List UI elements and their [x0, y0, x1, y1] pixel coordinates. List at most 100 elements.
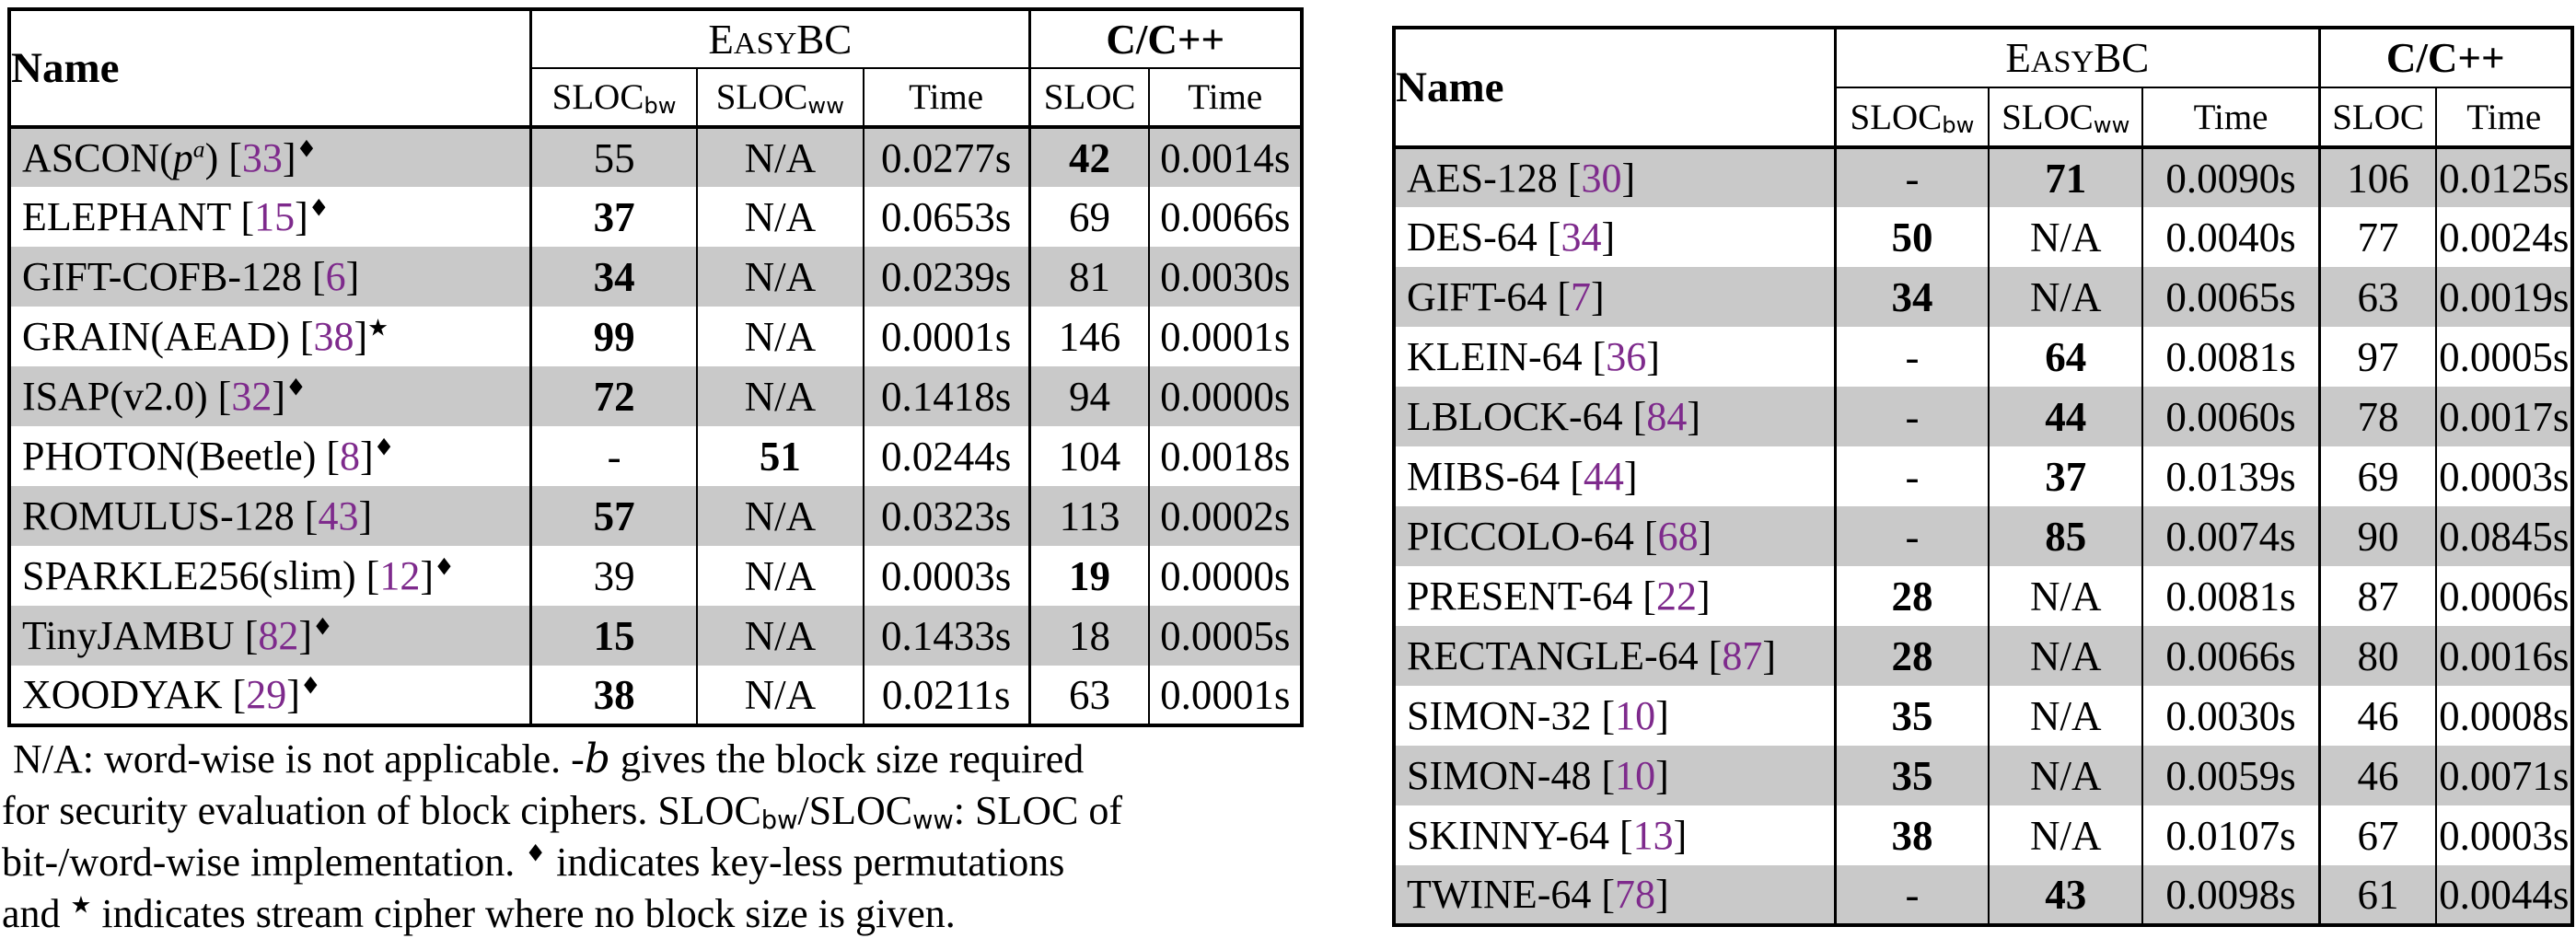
slocww-cell: N/A	[696, 247, 864, 307]
slocbw-cell: 38	[529, 666, 698, 725]
citation-link[interactable]: 36	[1606, 334, 1647, 379]
sloc-cpp-cell: 19	[1027, 546, 1150, 606]
slocbw-cell: 38	[1833, 805, 1989, 865]
slocww-cell: N/A	[696, 606, 864, 666]
cipher-name-cell: SIMON-32 [10]	[1407, 693, 1669, 738]
citation-link[interactable]: 43	[318, 493, 359, 539]
slocbw-cell: 34	[529, 247, 698, 307]
sloc-cpp-cell: 78	[2317, 387, 2437, 446]
sloc-cpp-cell: 113	[1027, 486, 1150, 546]
citation-link[interactable]: 13	[1632, 813, 1674, 858]
citation-link[interactable]: 30	[1581, 156, 1622, 201]
table-row: TinyJAMBU [82]♦ 15 N/A 0.1433s 18 0.0005s	[9, 606, 1302, 666]
easybc-permutations-table: Name EASYBC C/C++ SLOCbw SLOCww Time SLO…	[7, 7, 1304, 727]
table-row: SIMON-32 [10] 35 N/A 0.0030s 46 0.0008s	[1394, 686, 2572, 746]
time-easybc-cell: 0.0065s	[2141, 267, 2320, 327]
citation-link[interactable]: 38	[313, 314, 354, 359]
citation-link[interactable]: 10	[1615, 753, 1656, 798]
time-cpp-cell: 0.0016s	[2435, 626, 2572, 686]
citation-link[interactable]: 82	[258, 613, 299, 658]
time-easybc-cell: 0.0066s	[2141, 626, 2320, 686]
slocbw-column-header: SLOCbw	[529, 68, 698, 129]
slocbw-cell: 35	[1833, 746, 1989, 805]
time-easybc-column-header: Time	[862, 68, 1030, 129]
slocbw-cell: 28	[1833, 626, 1989, 686]
cipher-name-cell: ASCON(pa) [33]♦	[9, 127, 531, 187]
slocbw-cell: 37	[529, 187, 698, 247]
time-cpp-cell: 0.0003s	[2435, 446, 2572, 506]
cipher-name-cell: SPARKLE256(slim) [12]♦	[22, 553, 455, 598]
cipher-name-cell: TWINE-64 [78]	[1394, 865, 1836, 925]
footnote-line: for security evaluation of block ciphers…	[2, 788, 1123, 836]
citation-link[interactable]: 22	[1655, 573, 1697, 619]
slocww-cell: N/A	[696, 546, 864, 606]
citation-link[interactable]: 84	[1646, 394, 1688, 439]
citation-link[interactable]: 68	[1657, 514, 1699, 559]
slocbw-column-header: SLOCbw	[1833, 87, 1989, 149]
time-cpp-cell: 0.0002s	[1148, 486, 1302, 546]
slocbw-cell: -	[529, 426, 698, 486]
citation-link[interactable]: 44	[1583, 454, 1624, 499]
citation-link[interactable]: 78	[1615, 872, 1656, 917]
slocbw-cell: -	[1833, 865, 1989, 925]
time-cpp-cell: 0.0006s	[2435, 566, 2572, 626]
citation-link[interactable]: 8	[340, 434, 360, 479]
sloc-cpp-cell: 69	[1027, 187, 1150, 247]
citation-link[interactable]: 7	[1571, 274, 1592, 319]
time-easybc-cell: 0.0081s	[2141, 327, 2320, 387]
cipher-name-cell: PHOTON(Beetle) [8]♦	[22, 434, 395, 479]
citation-link[interactable]: 15	[254, 194, 296, 239]
sloc-cpp-cell: 146	[1027, 307, 1150, 366]
citation-link[interactable]: 6	[325, 254, 346, 299]
citation-link[interactable]: 34	[1561, 214, 1602, 260]
slocbw-cell: -	[1833, 147, 1989, 207]
citation-link[interactable]: 33	[241, 135, 283, 180]
footnote-line: bit-/word-wise implementation. ♦ indicat…	[2, 840, 1065, 885]
citation-link[interactable]: 32	[231, 374, 273, 419]
slocbw-cell: 39	[529, 546, 698, 606]
slocww-cell: N/A	[1987, 566, 2143, 626]
cpp-group-header: C/C++	[2317, 28, 2572, 88]
time-cpp-cell: 0.0066s	[1148, 187, 1302, 247]
time-easybc-cell: 0.0653s	[862, 187, 1030, 247]
time-cpp-column-header: Time	[2435, 87, 2572, 149]
time-cpp-cell: 0.0005s	[1148, 606, 1302, 666]
cipher-name-cell: GIFT-64 [7]	[1394, 267, 1836, 327]
table-header: Name EASYBC C/C++ SLOCbw SLOCww Time SLO…	[1394, 28, 2572, 149]
cipher-name-cell: XOODYAK [29]♦	[22, 672, 321, 717]
time-cpp-cell: 0.0017s	[2435, 387, 2572, 446]
citation-link[interactable]: 10	[1615, 693, 1656, 738]
citation-link[interactable]: 12	[379, 553, 421, 598]
table-footnote: N/A: word-wise is not applicable. -b giv…	[2, 734, 1328, 940]
sloc-cpp-cell: 46	[2317, 746, 2437, 805]
slocww-cell: N/A	[1987, 746, 2143, 805]
table-row: ASCON(pa) [33]♦ 55 N/A 0.0277s 42 0.0014s	[9, 127, 1302, 187]
time-easybc-cell: 0.0030s	[2141, 686, 2320, 746]
sloc-cpp-cell: 97	[2317, 327, 2437, 387]
citation-link[interactable]: 87	[1722, 633, 1763, 678]
time-cpp-cell: 0.0845s	[2435, 506, 2572, 566]
sloc-cpp-cell: 90	[2317, 506, 2437, 566]
table-row: PICCOLO-64 [68] -85 0.0074s 90 0.0845s	[1394, 506, 2572, 566]
cipher-name-cell: PICCOLO-64 [68]	[1394, 506, 1836, 566]
cipher-name-cell: KLEIN-64 [36]	[1407, 334, 1660, 379]
cipher-name-cell: ELEPHANT [15]♦	[22, 194, 330, 239]
slocww-cell: N/A	[1987, 626, 2143, 686]
sloc-cpp-cell: 18	[1027, 606, 1150, 666]
footnote-line: N/A: word-wise is not applicable. -b giv…	[13, 736, 1085, 782]
slocbw-cell: -	[1833, 446, 1989, 506]
sloc-cpp-cell: 63	[2317, 267, 2437, 327]
cipher-name-cell: ISAP(v2.0) [32]♦	[9, 366, 531, 426]
time-cpp-cell: 0.0014s	[1148, 127, 1302, 187]
time-easybc-cell: 0.0090s	[2141, 147, 2320, 207]
slocbw-cell: 15	[529, 606, 698, 666]
slocww-cell: 44	[1987, 387, 2143, 446]
slocww-cell: N/A	[696, 666, 864, 725]
slocww-cell: 43	[1987, 865, 2143, 925]
sloc-cpp-cell: 42	[1027, 127, 1150, 187]
slocbw-cell: 50	[1833, 207, 1989, 267]
table-row: DES-64 [34] 50 N/A 0.0040s 77 0.0024s	[1394, 207, 2572, 267]
citation-link[interactable]: 29	[246, 672, 287, 717]
time-cpp-cell: 0.0030s	[1148, 247, 1302, 307]
table-row: SIMON-48 [10] 35 N/A 0.0059s 46 0.0071s	[1394, 746, 2572, 805]
